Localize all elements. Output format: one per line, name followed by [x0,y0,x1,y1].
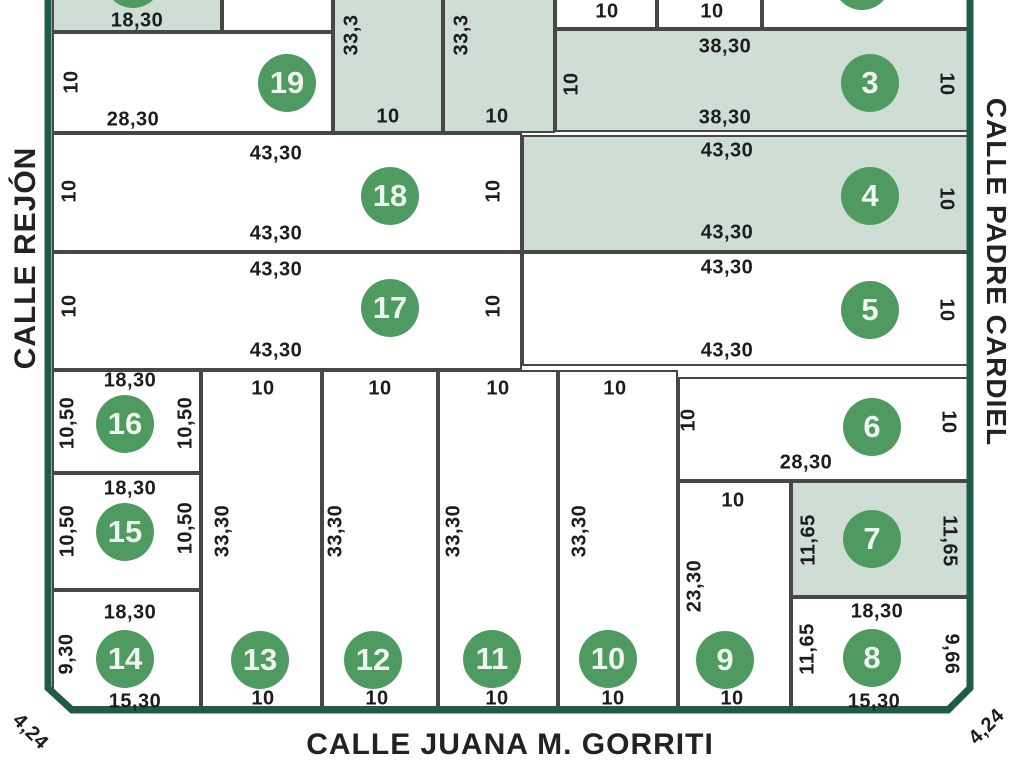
dimension-label: 10 [486,377,510,400]
dimension-label: 10 [935,187,958,211]
lot-parcel-shaded [555,29,971,132]
dimension-label: 10 [482,179,505,203]
lot-number-circle-3: 3 [841,54,899,112]
dimension-label: 10 [368,377,392,400]
dimension-label: 10 [937,410,960,434]
dimension-label: 10 [485,105,509,128]
dimension-label: 28,30 [779,451,833,474]
dimension-label: 11,65 [797,514,820,566]
lot-number-circle-16: 16 [96,395,154,453]
dimension-label: 11,65 [938,515,961,567]
dimension-label: 38,30 [698,106,752,129]
dimension-label: 18,30 [103,369,157,392]
dimension-label: 10 [721,489,745,512]
dimension-label: 18,30 [103,601,157,624]
lot-number-circle-4: 4 [841,167,899,225]
dimension-label: 43,30 [249,222,303,245]
dimension-label: 33,30 [211,504,234,558]
lot-number-circle-9: 9 [696,631,754,689]
dimension-label: 18,30 [110,9,164,32]
lot-number-circle-cut [833,0,891,10]
dimension-label: 11,65 [796,623,819,675]
dimension-label: 18,30 [103,477,157,500]
dimension-label: 10 [365,687,389,710]
dimension-label: 10,50 [56,396,79,450]
street-label-bottom: CALLE JUANA M. GORRITI [306,728,714,761]
lot-number-circle-17: 17 [361,279,419,337]
lot-number-circle-8: 8 [843,629,901,687]
dimension-label: 10 [560,72,583,96]
dimension-label: 28,30 [106,108,160,131]
dimension-label: 10 [603,377,627,400]
dimension-label: 23,30 [683,559,706,613]
lot-number-circle-10: 10 [579,630,637,688]
dimension-label: 15,30 [108,690,162,713]
dimension-label: 10,50 [174,501,197,555]
dimension-label: 10 [720,687,744,710]
dimension-label: 10 [935,72,958,96]
lot-number-circle-12: 12 [344,631,402,689]
lot-number-circle-19: 19 [258,54,316,112]
dimension-label: 10 [595,0,619,23]
dimension-label: 18,30 [850,600,904,623]
dimension-label: 33,30 [324,504,347,558]
dimension-label: 10 [60,70,83,94]
dimension-label: 33,3 [450,14,473,56]
dimension-label: 33,3 [340,14,363,56]
dimension-label: 33,30 [568,504,591,558]
dimension-label: 38,30 [698,35,752,58]
lot-number-circle-18: 18 [361,167,419,225]
dimension-label: 10 [376,105,400,128]
dimension-label: 9,66 [940,633,963,675]
dimension-label: 33,30 [442,504,465,558]
dimension-label: 10 [601,687,625,710]
dimension-label: 10 [700,0,724,23]
lot-number-circle-cut [104,0,162,8]
dimension-label: 15,30 [847,690,901,713]
lot-number-circle-14: 14 [96,630,154,688]
dimension-label: 43,30 [700,339,754,362]
dimension-label: 43,30 [249,339,303,362]
dimension-label: 10 [58,179,81,203]
street-label-right: CALLE PADRE CARDIEL [981,97,1012,447]
dimension-label: 10 [935,298,958,322]
lot-number-circle-5: 5 [841,281,899,339]
lot-number-circle-11: 11 [463,630,521,688]
dimension-label: 10 [485,687,509,710]
dimension-label: 10 [58,294,81,318]
dimension-label: 43,30 [700,256,754,279]
dimension-label: 4,24 [964,704,1009,749]
dimension-label: 10 [482,294,505,318]
dimension-label: 10,50 [174,396,197,450]
dimension-label: 10 [251,687,275,710]
lot-number-circle-15: 15 [96,503,154,561]
dimension-label: 10 [251,377,275,400]
dimension-label: 43,30 [249,142,303,165]
lot-number-circle-6: 6 [843,398,901,456]
lot-number-circle-7: 7 [843,510,901,568]
lot-parcel [222,0,333,32]
dimension-label: 10 [677,408,700,432]
dimension-label: 43,30 [249,258,303,281]
dimension-label: 4,24 [8,709,53,754]
dimension-label: 43,30 [700,139,754,162]
dimension-label: 9,30 [55,633,78,675]
lot-number-circle-13: 13 [231,631,289,689]
street-label-left: CALLE REJÓN [9,146,42,370]
dimension-label: 43,30 [700,221,754,244]
dimension-label: 10,50 [56,504,79,558]
